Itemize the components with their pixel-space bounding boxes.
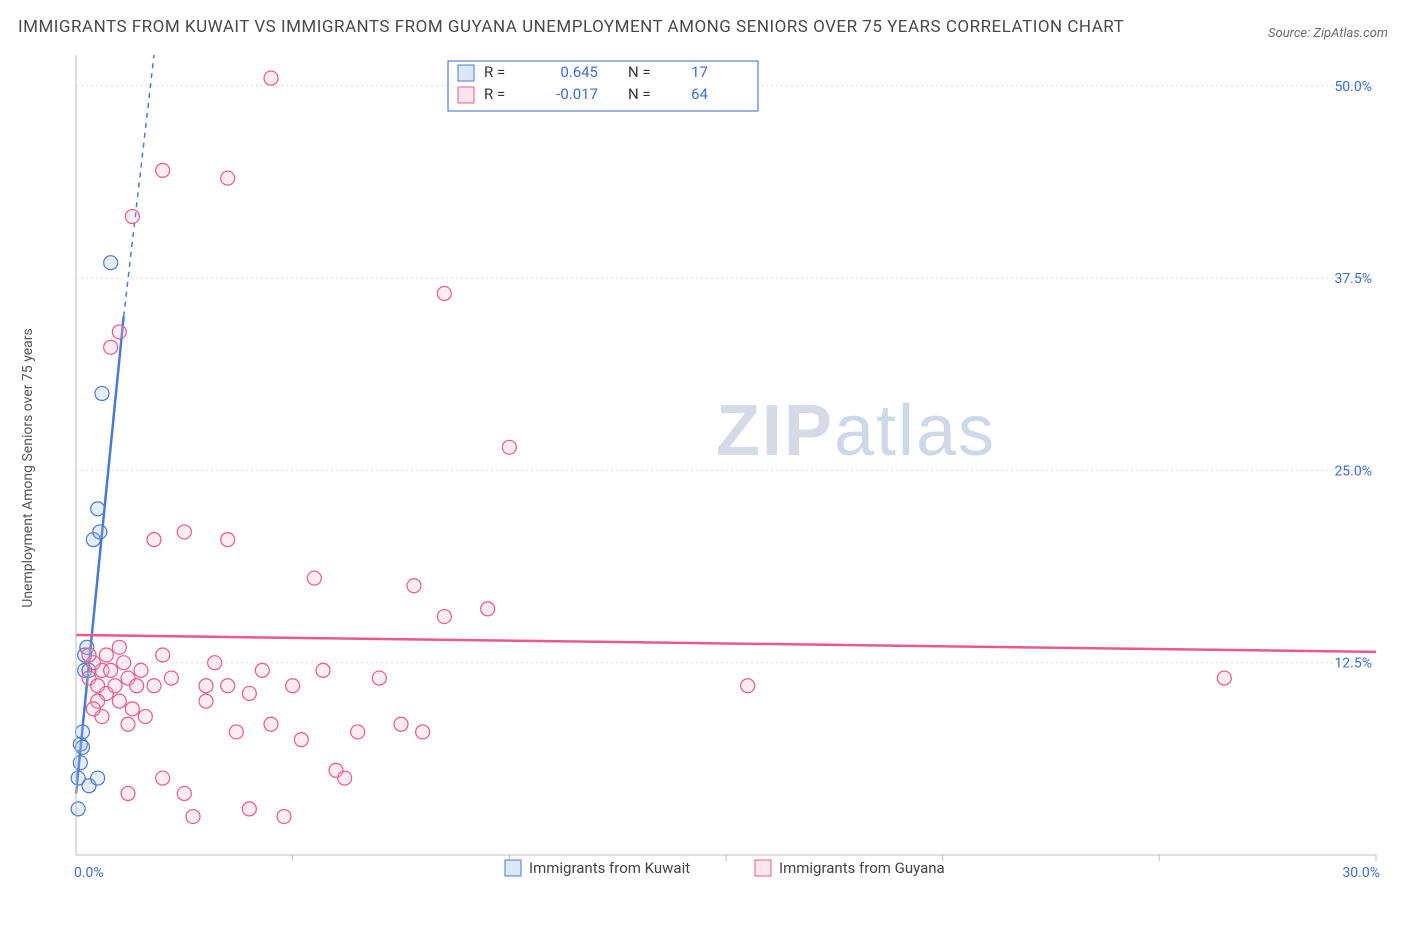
svg-text:50.0%: 50.0%	[1334, 79, 1372, 95]
svg-text:Immigrants from Guyana: Immigrants from Guyana	[779, 859, 945, 877]
svg-text:N =: N =	[628, 85, 651, 103]
svg-text:R =: R =	[484, 85, 505, 103]
y-axis-label: Unemployment Among Seniors over 75 years	[20, 328, 36, 608]
svg-text:64: 64	[691, 85, 708, 103]
svg-text:25.0%: 25.0%	[1334, 464, 1372, 480]
chart-title: IMMIGRANTS FROM KUWAIT VS IMMIGRANTS FRO…	[18, 14, 1124, 41]
svg-text:Immigrants from Kuwait: Immigrants from Kuwait	[529, 859, 690, 877]
svg-text:R =: R =	[484, 63, 505, 81]
svg-text:12.5%: 12.5%	[1334, 656, 1372, 672]
svg-text:0.0%: 0.0%	[74, 865, 104, 881]
scatter-chart: Unemployment Among Seniors over 75 years…	[18, 47, 1388, 889]
svg-text:N =: N =	[628, 63, 651, 81]
svg-text:37.5%: 37.5%	[1334, 271, 1372, 287]
svg-text:ZIPatlas: ZIPatlas	[716, 391, 996, 471]
svg-text:17: 17	[691, 63, 708, 81]
source-attribution: Source: ZipAtlas.com	[1268, 26, 1388, 41]
svg-text:-0.017: -0.017	[556, 85, 598, 103]
svg-text:0.645: 0.645	[560, 63, 598, 81]
svg-text:30.0%: 30.0%	[1342, 865, 1380, 881]
chart-svg: 12.5% 25.0% 37.5% 50.0% ZIPatlas 0.0% 30.0% R =…	[18, 47, 1388, 889]
